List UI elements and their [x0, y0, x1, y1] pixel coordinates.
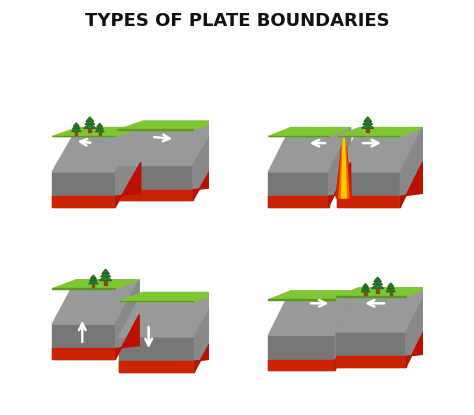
Polygon shape [336, 147, 352, 198]
Polygon shape [268, 299, 335, 300]
Polygon shape [73, 123, 79, 126]
Polygon shape [366, 128, 369, 132]
Polygon shape [52, 324, 116, 359]
Polygon shape [72, 128, 81, 132]
Polygon shape [52, 280, 139, 324]
Polygon shape [117, 190, 193, 200]
Polygon shape [386, 288, 395, 292]
Polygon shape [342, 139, 346, 198]
Polygon shape [337, 172, 401, 207]
Polygon shape [401, 162, 422, 207]
Polygon shape [97, 124, 102, 127]
Polygon shape [100, 276, 112, 281]
Polygon shape [406, 288, 428, 367]
Polygon shape [52, 172, 116, 207]
Polygon shape [73, 125, 80, 129]
Polygon shape [337, 127, 422, 172]
Polygon shape [337, 288, 428, 297]
Polygon shape [91, 275, 96, 278]
Polygon shape [361, 288, 370, 292]
Polygon shape [75, 132, 77, 135]
Polygon shape [339, 143, 349, 198]
Polygon shape [95, 128, 104, 132]
Polygon shape [337, 332, 406, 367]
Polygon shape [102, 269, 109, 274]
Polygon shape [362, 124, 374, 128]
Polygon shape [84, 124, 96, 128]
Polygon shape [117, 166, 193, 200]
Polygon shape [373, 280, 383, 285]
Polygon shape [337, 296, 406, 297]
Polygon shape [337, 127, 422, 137]
Polygon shape [268, 335, 335, 370]
Polygon shape [387, 286, 394, 289]
Polygon shape [337, 136, 401, 137]
Polygon shape [335, 291, 357, 370]
Polygon shape [92, 284, 94, 287]
Polygon shape [268, 127, 351, 137]
Polygon shape [268, 127, 351, 172]
Polygon shape [194, 327, 218, 371]
Polygon shape [363, 284, 368, 287]
Polygon shape [268, 172, 328, 207]
Polygon shape [85, 120, 95, 124]
Polygon shape [372, 284, 384, 288]
Polygon shape [90, 278, 97, 281]
Polygon shape [117, 121, 218, 130]
Polygon shape [193, 121, 218, 200]
Polygon shape [337, 288, 428, 332]
Polygon shape [268, 291, 357, 300]
Polygon shape [116, 162, 141, 207]
Polygon shape [116, 127, 141, 207]
Polygon shape [117, 121, 218, 166]
Polygon shape [328, 127, 351, 207]
Polygon shape [99, 132, 101, 135]
Polygon shape [337, 356, 406, 367]
Polygon shape [335, 326, 357, 370]
Polygon shape [96, 126, 103, 129]
Polygon shape [363, 120, 373, 124]
Polygon shape [100, 272, 110, 277]
Polygon shape [268, 359, 335, 370]
Polygon shape [268, 291, 357, 335]
Polygon shape [401, 127, 422, 207]
Polygon shape [374, 277, 382, 282]
Polygon shape [118, 361, 194, 371]
Polygon shape [118, 337, 194, 371]
Text: TYPES OF PLATE BOUNDARIES: TYPES OF PLATE BOUNDARIES [85, 12, 389, 30]
Polygon shape [118, 300, 194, 301]
Polygon shape [86, 117, 93, 122]
Polygon shape [117, 129, 193, 130]
Polygon shape [104, 281, 107, 285]
Polygon shape [52, 127, 141, 137]
Polygon shape [388, 283, 393, 286]
Polygon shape [337, 196, 401, 207]
Polygon shape [52, 127, 141, 172]
Polygon shape [268, 196, 328, 207]
Polygon shape [390, 292, 392, 295]
Polygon shape [362, 286, 369, 289]
Polygon shape [52, 196, 116, 207]
Polygon shape [52, 349, 116, 359]
Polygon shape [193, 156, 218, 200]
Polygon shape [118, 293, 218, 301]
Polygon shape [52, 136, 116, 137]
Polygon shape [268, 136, 328, 137]
Polygon shape [116, 315, 139, 359]
Polygon shape [89, 281, 98, 284]
Polygon shape [116, 280, 139, 359]
Polygon shape [406, 322, 428, 367]
Polygon shape [364, 117, 372, 122]
Polygon shape [118, 293, 218, 337]
Polygon shape [89, 128, 91, 132]
Polygon shape [52, 288, 116, 289]
Polygon shape [52, 280, 139, 289]
Polygon shape [365, 292, 366, 295]
Polygon shape [376, 288, 379, 293]
Polygon shape [328, 162, 351, 207]
Polygon shape [194, 293, 218, 371]
